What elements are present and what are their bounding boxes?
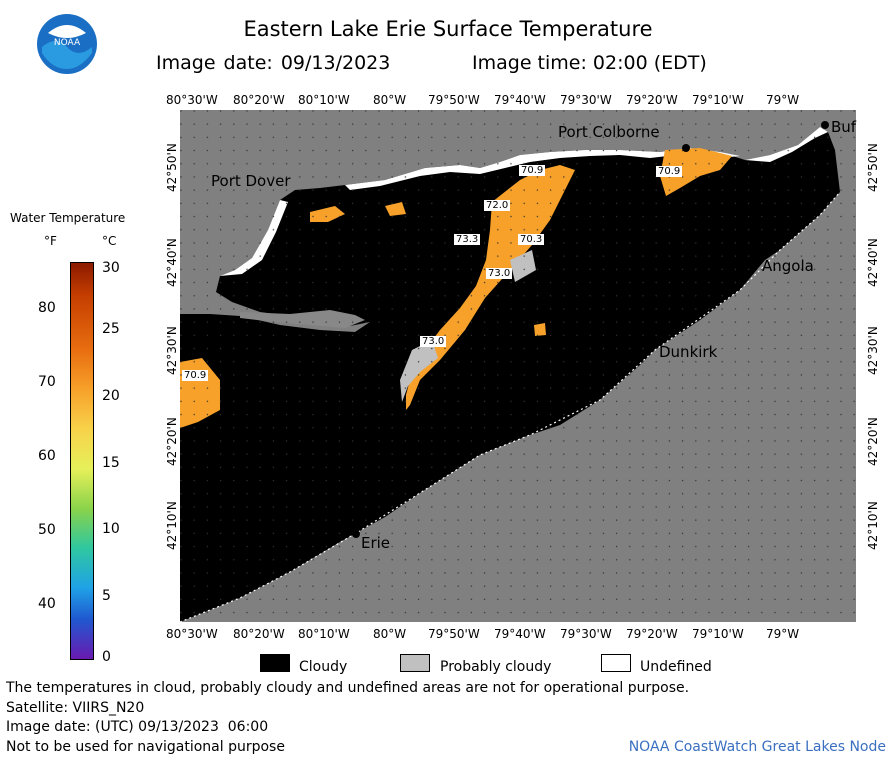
lat-label: 42°40'N [866,238,880,287]
place-angola: Angola [762,257,814,275]
cloudy-label: Cloudy [299,659,348,675]
colorbar-c-tick: 0 [102,649,111,665]
colorbar-c-tick: 20 [102,388,120,404]
lon-label: 79°40'W [494,627,546,641]
lon-label: 80°30'W [166,627,218,641]
colorbar-c-tick: 30 [102,260,120,276]
image-time: Image time: 02:00 (EDT) [472,52,707,74]
city-dot [755,251,763,259]
undefined-swatch [601,654,631,672]
lon-label: 79°W [766,627,800,641]
temp-label: 70.9 [519,165,546,176]
lat-label: 42°50'N [165,143,179,192]
credit-link[interactable]: NOAA CoastWatch Great Lakes Node [628,739,886,755]
lon-label: 79°50'W [428,627,480,641]
colorbar-f-tick: 50 [38,522,56,538]
lon-label: 79°50'W [428,93,480,107]
undefined-label: Undefined [640,659,712,675]
utc-date: Image date: (UTC) 09/13/2023 06:00 [6,719,269,735]
lat-label: 42°20'N [165,417,179,466]
temp-label: 72.0 [484,200,511,211]
colorbar-unit-f: °F [44,234,57,248]
colorbar-c-tick: 15 [102,455,120,471]
place-dunkirk: Dunkirk [659,343,718,361]
navigation-warning: Not to be used for navigational purpose [6,739,285,755]
colorbar-title: Water Temperature [10,211,126,225]
cloudy-swatch [260,654,290,672]
colorbar-c-tick: 10 [102,521,120,537]
page-title: Eastern Lake Erie Surface Temperature [243,17,653,41]
temp-label: 73.0 [420,336,447,347]
map-panel [179,110,856,623]
lat-label: 42°20'N [866,417,880,466]
temp-label: 70.3 [518,234,545,245]
disclaimer: The temperatures in cloud, probably clou… [6,680,690,696]
noaa-logo: NOAA [36,13,98,75]
colorbar [70,262,94,660]
temp-label: 70.9 [182,370,209,381]
temp-label: 73.0 [486,268,513,279]
lat-label: 42°50'N [866,143,880,192]
lon-label: 80°10'W [298,627,350,641]
lat-label: 42°10'N [165,501,179,550]
image-date: Image date: 09/13/2023 [156,52,391,74]
lon-label: 79°30'W [560,627,612,641]
lon-label: 80°20'W [233,93,285,107]
place-buffalo: Buf [831,118,857,136]
lon-label: 80°W [373,627,407,641]
lon-label: 80°W [373,93,407,107]
lat-label: 42°30'N [866,326,880,375]
svg-text:NOAA: NOAA [54,38,81,48]
city-dot [682,144,690,152]
city-dot [821,121,829,129]
temp-label: 73.3 [454,234,481,245]
probably-cloudy-label: Probably cloudy [440,659,552,675]
city-dot [650,340,658,348]
colorbar-c-tick: 5 [102,588,111,604]
colorbar-f-tick: 60 [38,448,56,464]
colorbar-unit-c: °C [102,234,117,248]
lon-label: 80°30'W [166,93,218,107]
colorbar-f-tick: 40 [38,596,56,612]
lon-label: 79°20'W [626,627,678,641]
lon-label: 80°20'W [233,627,285,641]
lon-label: 79°10'W [692,93,744,107]
lon-label: 80°10'W [298,93,350,107]
lat-label: 42°40'N [165,238,179,287]
temp-label: 70.9 [656,166,683,177]
place-port-dover: Port Dover [211,172,291,190]
probably-cloudy-swatch [400,654,430,672]
lon-label: 79°40'W [494,93,546,107]
city-dot [352,530,360,538]
lat-label: 42°30'N [165,326,179,375]
place-erie: Erie [361,534,391,552]
lon-label: 79°20'W [626,93,678,107]
place-port-colborne: Port Colborne [558,123,660,141]
lon-label: 79°10'W [692,627,744,641]
colorbar-f-tick: 70 [38,374,56,390]
colorbar-f-tick: 80 [38,300,56,316]
lon-label: 79°W [766,93,800,107]
lat-label: 42°10'N [866,501,880,550]
lon-label: 79°30'W [560,93,612,107]
satellite-info: Satellite: VIIRS_N20 [6,700,145,716]
colorbar-c-tick: 25 [102,321,120,337]
